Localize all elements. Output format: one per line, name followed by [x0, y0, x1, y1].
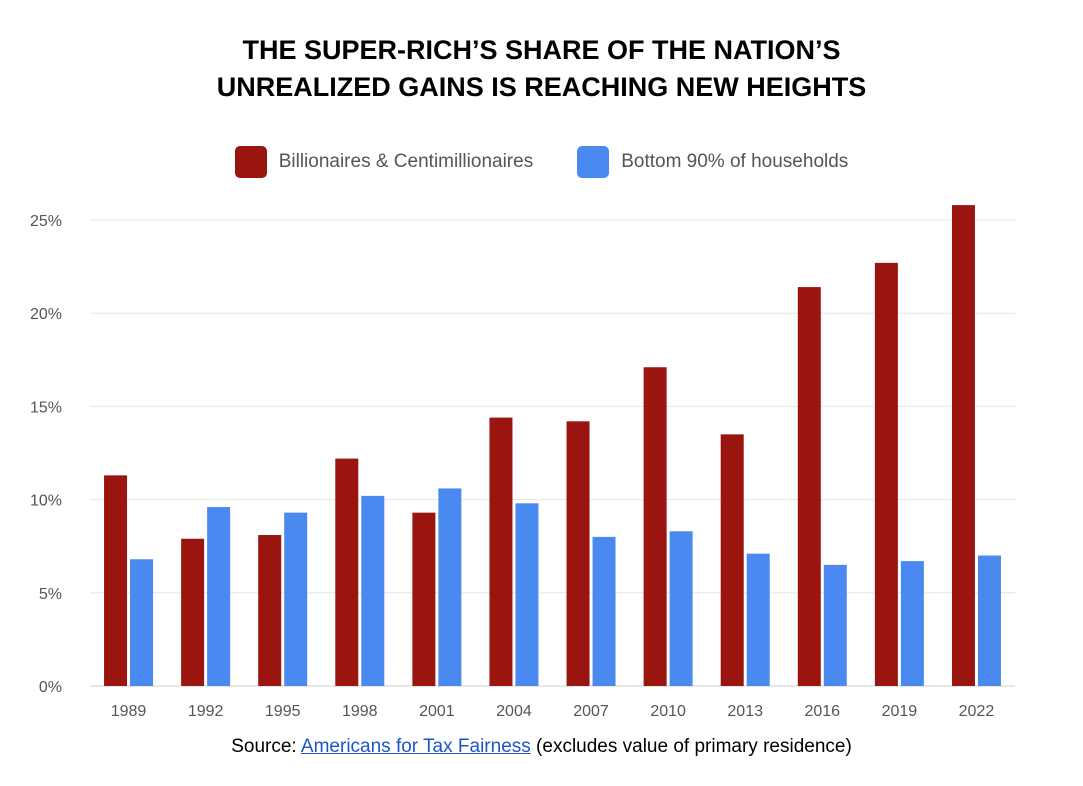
bar-bottom-90-2016	[823, 564, 847, 686]
x-tick-label: 2007	[573, 703, 609, 720]
bar-billionaires-1989	[104, 475, 128, 686]
bar-billionaires-1992	[181, 538, 205, 686]
x-axis-tick-labels: 1989 1992 1995 1998 2001 2004 2007 2010 2013 2016…	[111, 703, 995, 720]
chart-title-line-2: UNREALIZED GAINS IS REACHING NEW HEIGHTS	[216, 72, 867, 102]
x-tick-label: 2016	[804, 703, 840, 720]
bar-bottom-90-1998	[361, 495, 385, 686]
bar-billionaires-2019	[874, 262, 898, 686]
source-prefix: Source:	[231, 736, 301, 757]
chart-title: THE SUPER-RICH’S SHARE OF THE NATION’S U…	[0, 32, 1083, 106]
x-tick-label: 2022	[959, 703, 995, 720]
x-tick-label: 2013	[727, 703, 763, 720]
legend-swatch-bottom-90	[577, 146, 610, 178]
bar-bottom-90-1992	[207, 507, 231, 686]
gridlines	[90, 219, 1015, 687]
bar-billionaires-1995	[258, 535, 282, 686]
y-tick-label: 20%	[30, 306, 62, 323]
x-tick-label: 1989	[111, 703, 147, 720]
legend-item-billionaires: Billionaires & Centimillionaires	[234, 146, 534, 178]
chart-title-line-1: THE SUPER-RICH’S SHARE OF THE NATION’S	[242, 35, 841, 65]
bar-billionaires-2010	[643, 367, 667, 686]
bar-bottom-90-2019	[900, 561, 924, 686]
bar-bottom-90-1989	[130, 559, 154, 686]
x-tick-label: 1992	[188, 703, 224, 720]
source-suffix: (excludes value of primary residence)	[530, 736, 852, 757]
bar-billionaires-2022	[951, 205, 975, 686]
source-note: Source: Americans for Tax Fairness (excl…	[0, 736, 1083, 758]
y-tick-label: 5%	[39, 586, 62, 603]
bar-bottom-90-2007	[592, 536, 616, 686]
bar-bottom-90-2013	[746, 553, 770, 686]
legend-swatch-billionaires	[234, 146, 267, 178]
bar-billionaires-2016	[797, 287, 821, 686]
bar-billionaires-2004	[489, 417, 513, 686]
bar-bottom-90-2004	[515, 503, 539, 686]
bar-bottom-90-2010	[669, 531, 693, 686]
bar-billionaires-2013	[720, 434, 744, 686]
y-axis-tick-labels: 0% 5% 10% 15% 20% 25%	[30, 213, 62, 696]
bar-billionaires-2001	[412, 512, 436, 686]
legend-label-bottom-90: Bottom 90% of households	[621, 151, 849, 172]
x-tick-label: 2004	[496, 703, 532, 720]
bars	[104, 205, 1001, 686]
y-tick-label: 15%	[30, 399, 62, 416]
y-tick-label: 25%	[30, 213, 62, 230]
x-tick-label: 2019	[882, 703, 918, 720]
y-tick-label: 10%	[30, 493, 62, 510]
x-tick-label: 1995	[265, 703, 301, 720]
bar-billionaires-1998	[335, 458, 359, 686]
chart-legend: Billionaires & Centimillionaires Bottom …	[0, 146, 1083, 178]
x-tick-label: 1998	[342, 703, 378, 720]
legend-label-billionaires: Billionaires & Centimillionaires	[278, 151, 534, 172]
y-tick-label: 0%	[39, 679, 62, 696]
bar-bottom-90-2001	[438, 488, 462, 686]
x-tick-label: 2001	[419, 703, 455, 720]
bar-billionaires-2007	[566, 421, 590, 686]
legend-item-bottom-90: Bottom 90% of households	[577, 146, 848, 178]
bar-bottom-90-1995	[284, 512, 308, 686]
x-tick-label: 2010	[650, 703, 686, 720]
bar-bottom-90-2022	[977, 555, 1001, 686]
source-link[interactable]: Americans for Tax Fairness	[300, 736, 531, 757]
